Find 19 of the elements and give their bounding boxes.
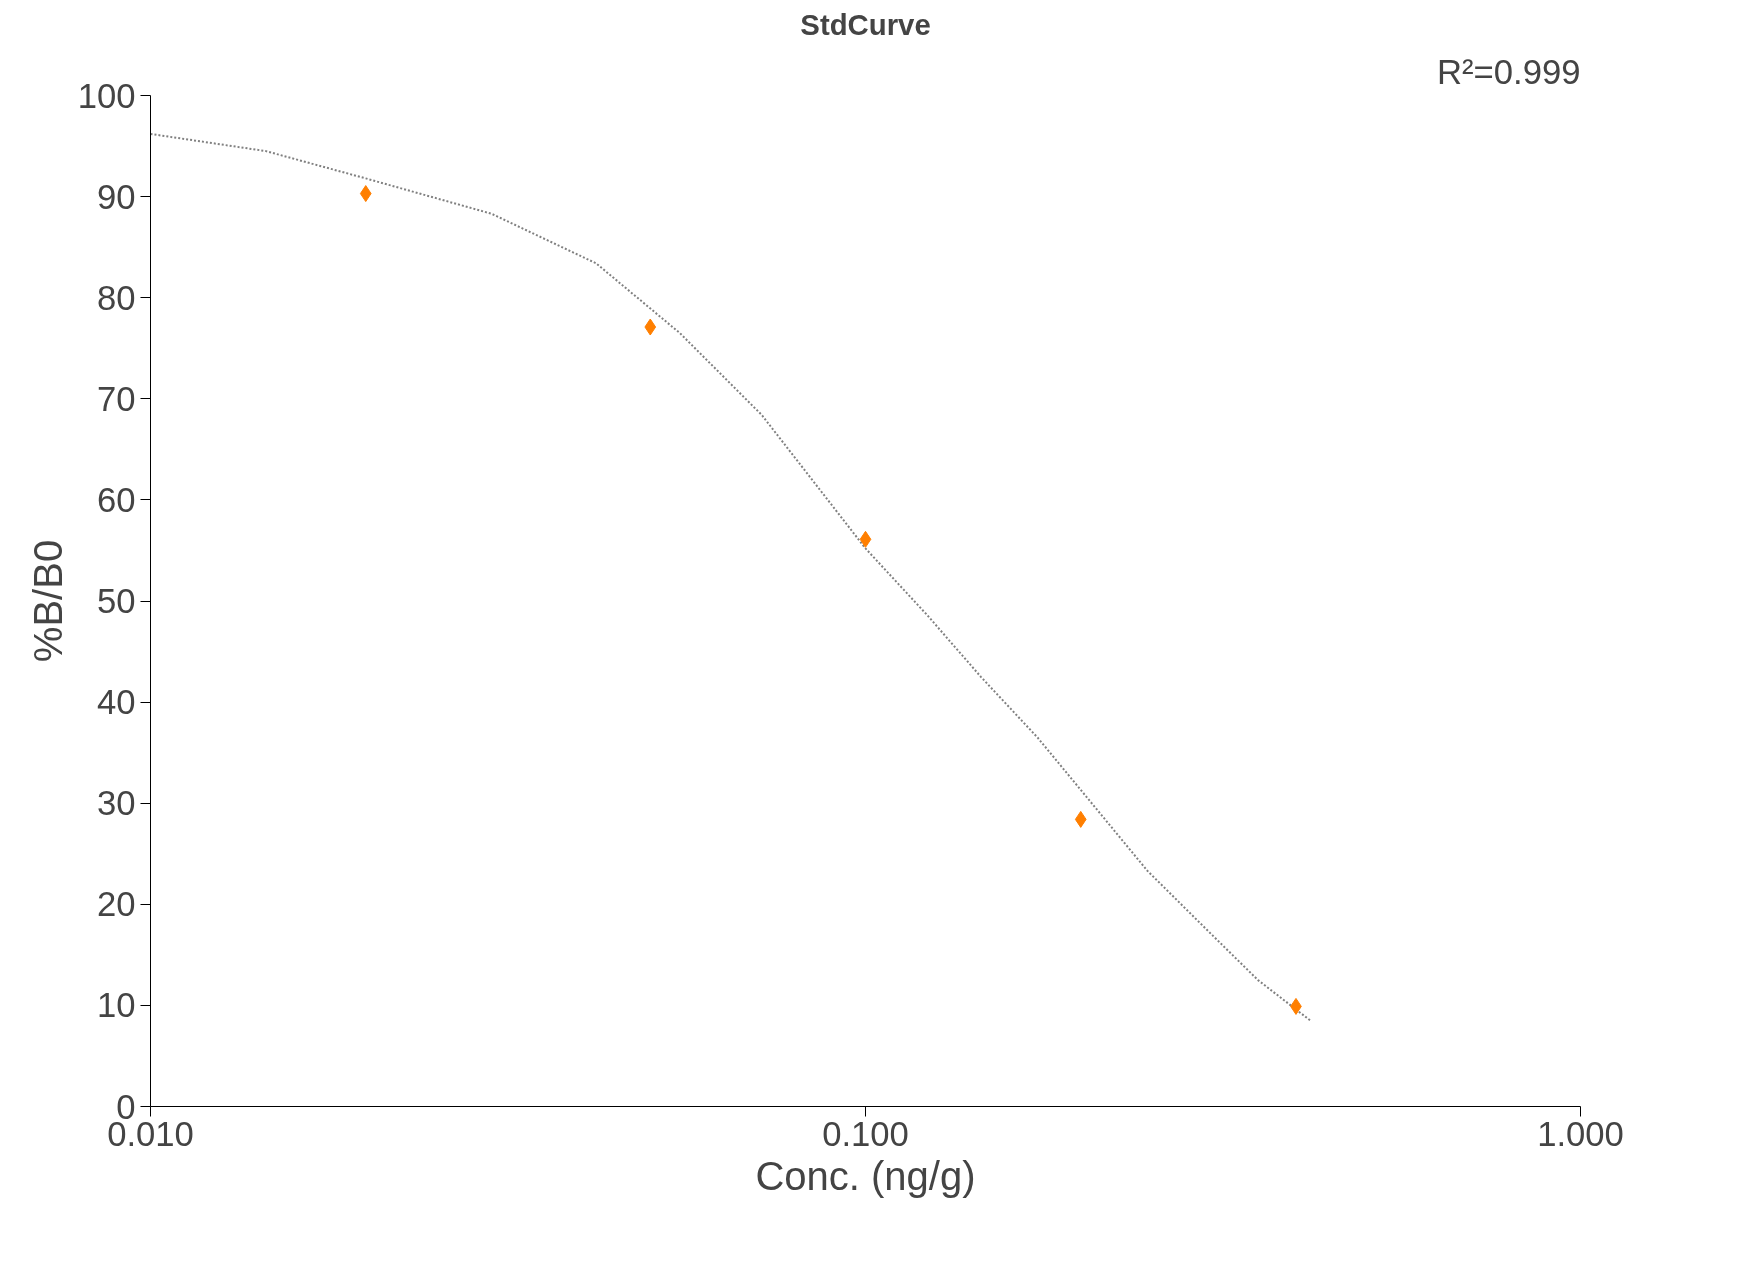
- text: R²=0.999: [1436, 52, 1581, 91]
- point: [859, 530, 872, 548]
- y-axis-title: %B/B0: [25, 539, 70, 663]
- y-tick-label: 30: [96, 784, 136, 823]
- y-tick-label: 60: [96, 480, 136, 519]
- y-tick-label: 100: [77, 76, 136, 115]
- point: [1074, 810, 1087, 828]
- y-tick-label: 50: [96, 582, 136, 620]
- y-tick-label: 10: [96, 986, 136, 1025]
- chart-title: StdCurve: [800, 7, 931, 41]
- x-tick-label: 1.000: [1537, 1114, 1624, 1153]
- x-axis-title: Conc. (ng/g): [755, 1153, 976, 1198]
- y-tick-label: 20: [96, 885, 136, 924]
- y-tick-label: 40: [96, 683, 136, 722]
- x-tick-label: 0.100: [822, 1114, 909, 1153]
- y-tick-label: 70: [96, 379, 136, 418]
- y-tick-label: 90: [96, 177, 136, 216]
- point: [644, 318, 657, 336]
- y-tick-label: 80: [96, 278, 136, 317]
